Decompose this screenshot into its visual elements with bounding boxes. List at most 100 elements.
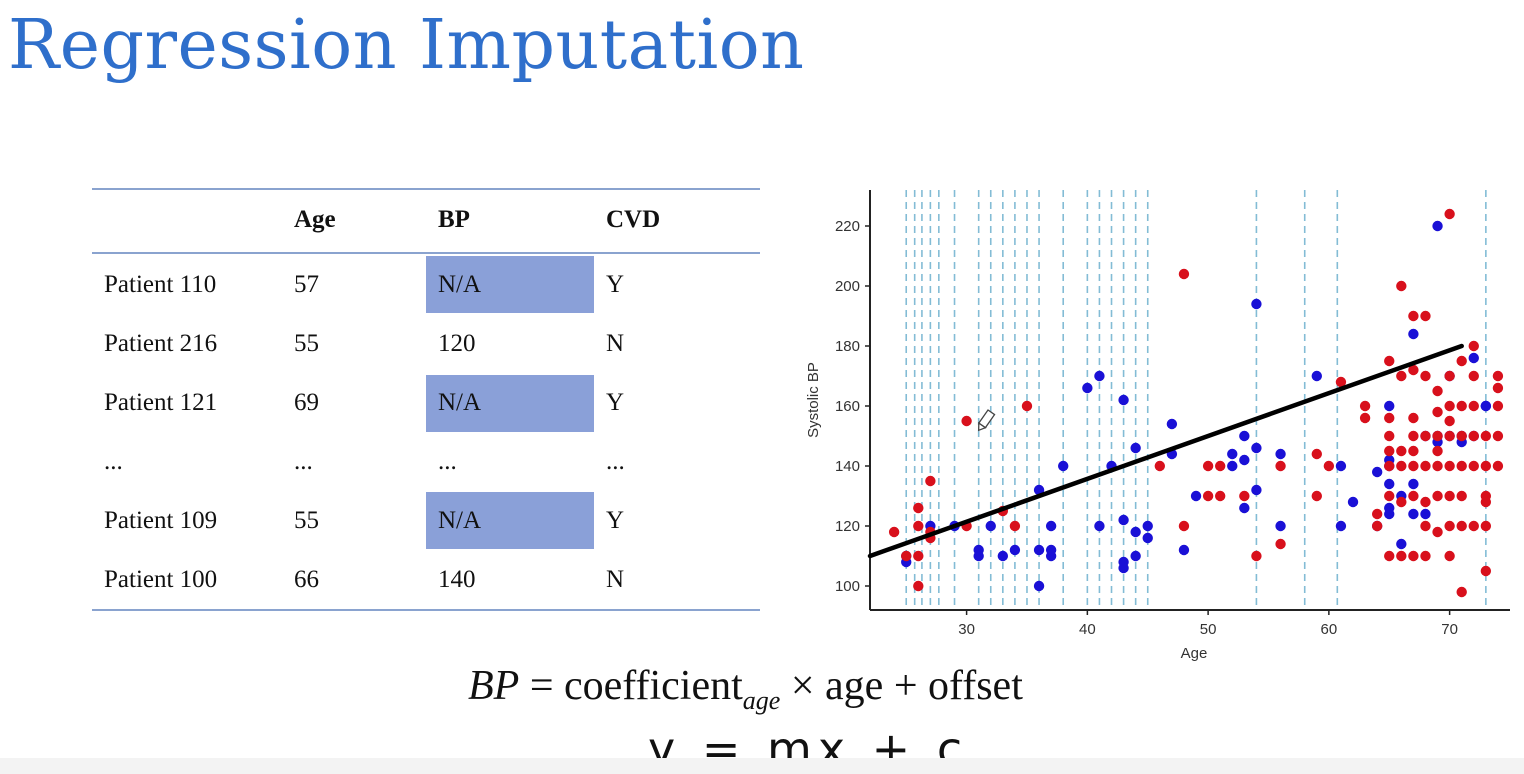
red-data-point: [1432, 460, 1443, 472]
red-data-point: [1432, 490, 1443, 502]
red-data-point: [1408, 490, 1419, 502]
red-data-point: [1323, 460, 1335, 472]
blue-data-point: [1251, 298, 1262, 310]
cell-age: 55: [294, 330, 319, 357]
red-data-point: [1408, 430, 1419, 442]
blue-data-point: [1142, 520, 1153, 532]
red-data-point: [1396, 370, 1407, 382]
y-tick-label: 160: [835, 398, 860, 415]
y-tick-label: 140: [835, 458, 860, 475]
red-data-point: [1021, 400, 1033, 412]
cell-bp: N/A: [438, 389, 482, 416]
cell-patient: Patient 100: [104, 566, 218, 593]
y-tick-label: 200: [835, 278, 860, 295]
red-data-point: [1432, 526, 1443, 538]
red-data-point: [1468, 430, 1479, 442]
red-data-point: [1214, 490, 1226, 502]
blue-data-point: [1239, 430, 1250, 442]
cell-bp: 140: [438, 566, 476, 593]
red-data-point: [1432, 406, 1443, 418]
x-tick-label: 50: [1200, 621, 1217, 638]
cell-bp: 120: [438, 330, 476, 357]
y-tick-label: 180: [835, 338, 860, 355]
cell-cvd: Y: [606, 271, 625, 298]
red-data-point: [1432, 385, 1443, 397]
red-data-point: [1154, 460, 1166, 472]
cell-patient: Patient 216: [104, 330, 218, 357]
blue-data-point: [1335, 520, 1347, 532]
red-data-point: [1456, 460, 1467, 472]
header-bp: BP: [438, 206, 470, 233]
blue-data-point: [1432, 220, 1443, 232]
formula-subscript: age: [742, 686, 781, 715]
red-data-point: [1492, 370, 1504, 382]
red-data-point: [1444, 490, 1455, 502]
y-axis-label: Systolic BP: [805, 362, 822, 438]
red-data-point: [1178, 268, 1190, 280]
red-data-point: [1480, 490, 1492, 502]
red-data-point: [1335, 376, 1347, 388]
red-data-point: [1396, 445, 1407, 457]
blue-data-point: [1408, 508, 1419, 520]
red-data-point: [1456, 490, 1467, 502]
cell-bp: N/A: [438, 271, 482, 298]
cell-bp: ...: [438, 448, 457, 475]
regression-line: [867, 343, 1464, 559]
cell-cvd: N: [606, 566, 625, 593]
red-data-point: [1214, 460, 1226, 472]
bottom-strip: [0, 758, 1524, 774]
red-data-point: [1408, 550, 1419, 562]
x-axis-label: Age: [1181, 645, 1208, 662]
red-data-point: [1408, 310, 1419, 322]
red-data-point: [888, 526, 900, 538]
red-data-point: [901, 550, 912, 562]
missing-bp-highlight: [426, 492, 594, 549]
blue-data-point: [1275, 448, 1286, 460]
red-data-point: [1480, 460, 1492, 472]
red-data-point: [925, 475, 936, 487]
cell-age: 69: [294, 389, 319, 416]
red-data-point: [1420, 310, 1431, 322]
red-data-point: [1275, 538, 1286, 550]
cell-age: 66: [294, 566, 319, 593]
blue-data-point: [1239, 454, 1250, 466]
red-data-point: [1420, 460, 1431, 472]
cell-cvd: Y: [606, 389, 625, 416]
red-data-point: [1492, 460, 1504, 472]
regression-formula: BP = coefficientage × age + offset: [468, 662, 1023, 716]
red-data-point: [1468, 340, 1479, 352]
red-data-point: [1408, 412, 1419, 424]
red-data-point: [1384, 445, 1395, 457]
red-data-point: [1468, 370, 1479, 382]
red-data-point: [1444, 370, 1455, 382]
blue-data-point: [1033, 580, 1045, 592]
red-data-point: [1009, 520, 1021, 532]
blue-data-point: [1082, 382, 1093, 394]
red-data-point: [1444, 415, 1455, 427]
blue-data-point: [1094, 520, 1105, 532]
blue-data-point: [1275, 520, 1286, 532]
blue-data-point: [1118, 514, 1129, 526]
blue-data-point: [1396, 538, 1407, 550]
blue-data-point: [1227, 460, 1238, 472]
red-data-point: [1468, 460, 1479, 472]
red-data-point: [1384, 412, 1395, 424]
cell-age: ...: [294, 448, 313, 475]
cell-cvd: N: [606, 330, 625, 357]
blue-data-point: [1118, 556, 1129, 568]
red-data-point: [1311, 490, 1322, 502]
blue-data-point: [1033, 484, 1045, 496]
red-data-point: [1444, 460, 1455, 472]
red-data-point: [1359, 412, 1371, 424]
red-data-point: [1396, 550, 1407, 562]
blue-data-point: [1009, 544, 1021, 556]
blue-data-point: [1408, 328, 1419, 340]
red-data-point: [913, 502, 924, 514]
blue-data-point: [1468, 352, 1479, 364]
blue-data-point: [1166, 418, 1178, 430]
red-data-point: [1396, 460, 1407, 472]
red-data-point: [1420, 550, 1431, 562]
red-data-point: [1468, 400, 1479, 412]
red-data-point: [1492, 430, 1504, 442]
